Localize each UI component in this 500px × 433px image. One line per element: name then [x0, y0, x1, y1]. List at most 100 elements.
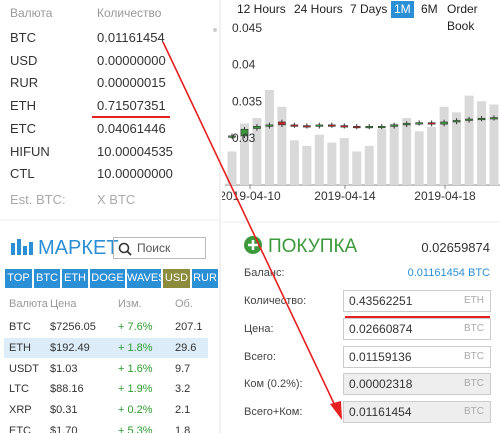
column-header: Валюта [9, 298, 48, 310]
candle-body [340, 125, 349, 128]
market-tab[interactable]: RUR [192, 269, 218, 288]
balance-amount: 0.04061446 [97, 120, 166, 136]
highlight-underline [345, 316, 490, 318]
input-unit: BTC [464, 406, 484, 418]
column-header: Изм. [118, 298, 142, 310]
volume-bar [489, 104, 499, 185]
candle-body [303, 125, 311, 128]
volume-bar [227, 151, 237, 185]
currency-code: ETC [10, 120, 36, 136]
market-icon [11, 239, 33, 255]
input-box [343, 401, 491, 424]
market-tab[interactable]: DOGE [90, 269, 125, 288]
pair-volume: 1.8 [175, 425, 191, 433]
volume-bar [477, 101, 487, 185]
input-value: 0.01161454 [349, 405, 412, 420]
candle-body [390, 124, 398, 127]
volume-bar [402, 117, 412, 185]
candle-body [328, 124, 336, 127]
currency-code: BTC [10, 30, 36, 45]
pair-code: ETH [9, 341, 31, 354]
candle-body [352, 126, 361, 129]
volume-bar [314, 134, 324, 185]
pair-change: + 1.9% [118, 383, 153, 396]
column-header: Об. [175, 298, 193, 310]
period-tab[interactable]: Order Book [447, 2, 478, 33]
candle-body [377, 126, 386, 129]
highlight-underline [92, 116, 170, 118]
y-tick-label: 0.035 [232, 94, 262, 108]
currency-code: USD [10, 52, 38, 68]
candle-body [290, 124, 299, 127]
volume-bar [289, 140, 299, 185]
input-unit: BTC [464, 350, 484, 362]
selected-row [4, 337, 208, 358]
market-tab[interactable]: BTC [34, 269, 60, 288]
volume-bar [364, 145, 374, 185]
period-tab[interactable]: 1M [391, 1, 414, 18]
pair-code: USDT [9, 362, 39, 375]
candle-body [440, 121, 448, 125]
pair-volume: 9.7 [175, 362, 191, 375]
volume-bar [389, 123, 399, 185]
market-tab[interactable]: ETH [62, 269, 88, 288]
currency-code: ETH [10, 98, 36, 114]
pair-change: + 1.8% [118, 341, 153, 354]
market-tab[interactable]: WAVES [127, 269, 166, 288]
volume-bar [439, 106, 449, 185]
x-tick-label: 2019-04-18 [414, 189, 476, 203]
volume-bar [302, 145, 312, 185]
input-box [343, 373, 491, 396]
period-tab[interactable]: 12 Hours [237, 2, 286, 16]
currency-code: CTL [10, 166, 35, 182]
pair-volume: 207.1 [175, 321, 203, 333]
column-header: Количество [97, 6, 162, 20]
candle-body [278, 121, 286, 126]
volume-bar [339, 138, 349, 185]
period-tab[interactable]: 6M [421, 2, 438, 16]
candle-body [415, 122, 423, 125]
candle-body [253, 126, 261, 129]
input-box[interactable] [343, 345, 491, 368]
candle-body [265, 124, 274, 127]
volume-bar [427, 126, 437, 185]
estimate: X BTC [97, 192, 136, 207]
search-icon [118, 242, 130, 254]
pair-code: XRP [9, 404, 32, 417]
scroll-dot [213, 28, 217, 32]
buy-title: ПОКУПКА [268, 236, 358, 257]
pair-change: + 1.6% [118, 362, 153, 375]
x-tick-label: 2019-04-14 [314, 189, 376, 203]
input-box[interactable] [343, 290, 491, 312]
input-value: 0.01159136 [349, 349, 412, 364]
market-tab[interactable]: TOP [5, 269, 32, 288]
volume-bar [414, 131, 424, 185]
pair-change: + 7.6% [118, 321, 153, 333]
pair-change: + 0.2% [118, 404, 153, 417]
search-icon [126, 250, 132, 256]
estimate: Est. BTC: [10, 192, 66, 207]
market-tab[interactable]: USD [163, 269, 190, 288]
balance-amount: 0.01161454 [97, 30, 165, 45]
pair-code: LTC [9, 383, 29, 396]
pair-volume: 3.2 [175, 383, 191, 396]
pair-code: ETC [9, 425, 31, 433]
period-tab[interactable]: 24 Hours [294, 2, 343, 16]
candle-body [365, 126, 374, 129]
column-header: Валюта [10, 6, 53, 20]
period-tab[interactable]: 7 Days [350, 2, 388, 16]
pair-volume: 29.6 [175, 341, 197, 354]
y-tick-label: 0.045 [232, 21, 262, 35]
input-unit: BTC [464, 378, 484, 390]
currency-code: RUR [10, 75, 39, 91]
balance-value: 0.01161454 BTC [408, 265, 490, 281]
field-label: Всего: [244, 350, 276, 363]
volume-bar [377, 129, 387, 185]
field-label: Всего+Ком: [244, 406, 303, 419]
volume-bar [264, 90, 274, 185]
volume-bar [464, 95, 474, 185]
pair-change: + 5.3% [118, 425, 153, 433]
input-box[interactable] [343, 317, 491, 340]
pair-code: BTC [9, 321, 31, 333]
field-label: Баланс: [244, 267, 285, 279]
